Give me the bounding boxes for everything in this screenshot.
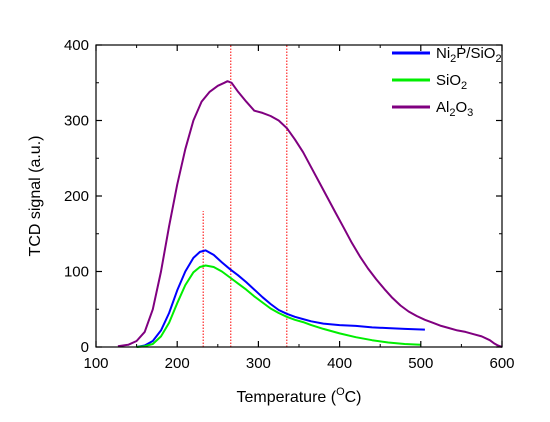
x-axis-title: Temperature (OC)	[236, 386, 361, 406]
legend-label-2: Al2O3	[436, 99, 473, 119]
legend-label-part: SiO	[436, 72, 461, 89]
legend-label-1: SiO2	[436, 72, 467, 92]
legend-label-part: O	[455, 99, 467, 116]
x-tick-label: 100	[83, 355, 108, 372]
x-tick-labels: 100 200 300 400 500 600	[83, 355, 514, 372]
series-line-0	[136, 249, 425, 348]
reference-lines	[202, 45, 288, 347]
legend-label-part: 2	[449, 107, 455, 119]
legend-label-part: Al	[436, 99, 449, 116]
x-tick-label: 500	[408, 355, 433, 372]
x-tick-label: 300	[246, 355, 271, 372]
x-tick-label: 600	[489, 355, 514, 372]
legend-label-part: 2	[495, 53, 501, 65]
plot-frame	[95, 44, 503, 348]
legend-label-part: 2	[450, 53, 456, 65]
series-line-2	[117, 80, 503, 348]
x-axis-title-main: Temperature (	[236, 389, 336, 406]
y-tick-labels: 0 100 200 300 400	[64, 37, 89, 356]
y-axis-title: TCD signal (a.u.)	[27, 136, 44, 257]
y-tick-label: 200	[64, 188, 89, 205]
y-tick-label: 0	[81, 339, 89, 356]
legend-label-part: Ni	[436, 45, 450, 62]
legend-label-part: P/SiO	[456, 45, 495, 62]
legend-label-part: 3	[467, 107, 473, 119]
y-tick-label: 400	[64, 37, 89, 54]
y-tick-label: 300	[64, 113, 89, 130]
x-tick-label: 400	[327, 355, 352, 372]
y-tick-label: 100	[64, 264, 89, 281]
legend-label-part: 2	[461, 80, 467, 92]
x-tick-label: 200	[165, 355, 190, 372]
legend-label-0: Ni2P/SiO2	[436, 45, 502, 65]
series-lines	[117, 80, 503, 348]
x-axis-title-sup: O	[336, 386, 345, 398]
series-line-1	[136, 264, 421, 348]
x-axis-title-tail: C)	[345, 389, 362, 406]
axis-ticks	[95, 44, 503, 348]
